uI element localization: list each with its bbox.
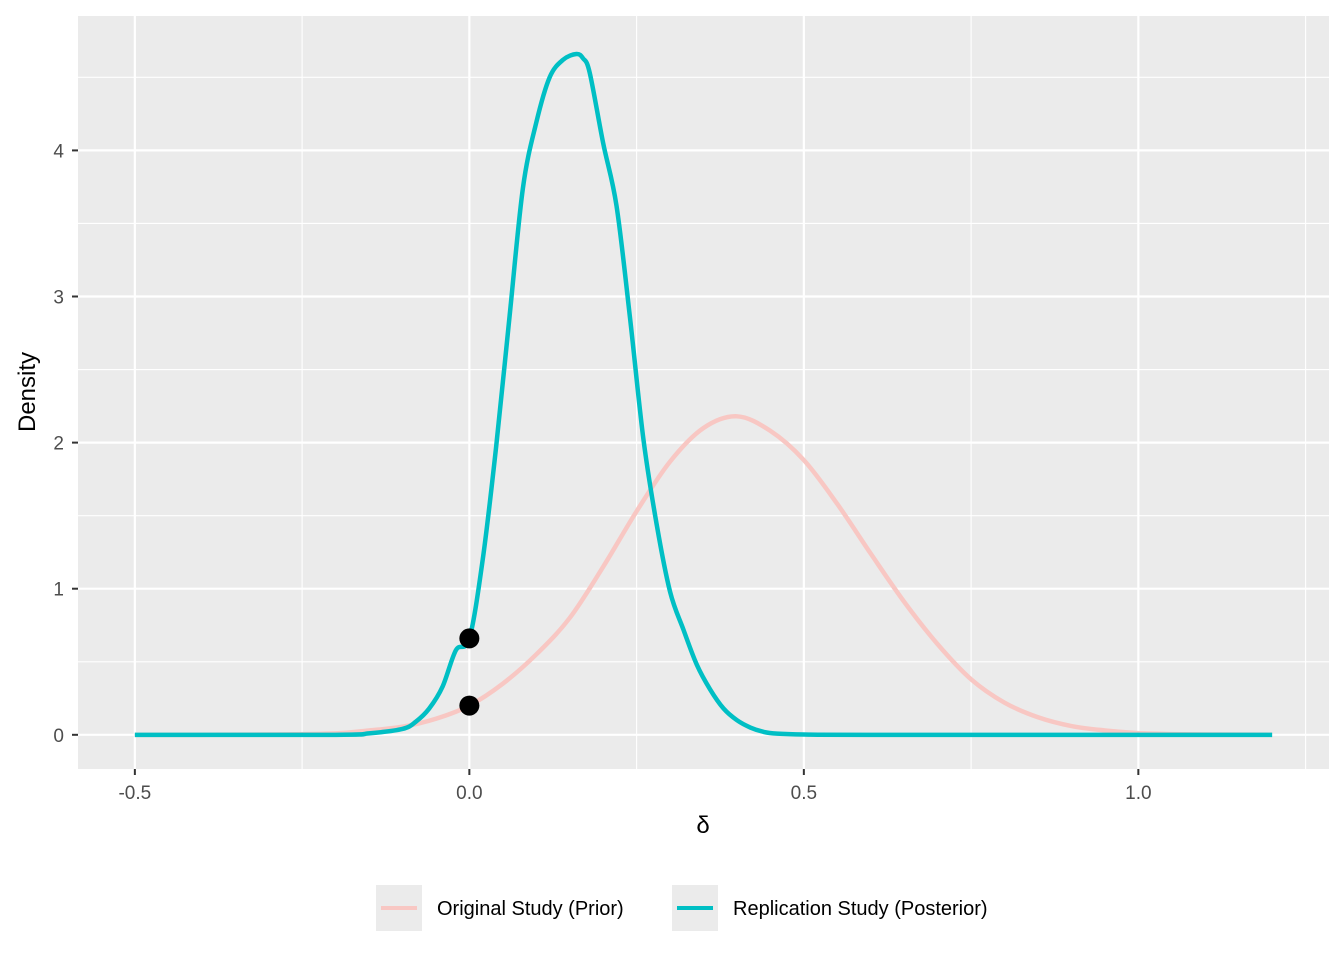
y-axis: 0 1 2 3 4	[53, 141, 78, 747]
x-tick-label-3: 1.0	[1125, 783, 1151, 804]
x-axis: -0.5 0.0 0.5 1.0	[118, 769, 1152, 804]
plot-panel	[78, 16, 1329, 769]
y-tick-label-1: 1	[53, 580, 64, 601]
highlight-point-0	[459, 628, 480, 649]
series-line-0	[134, 414, 1273, 738]
series-lines	[134, 51, 1273, 738]
y-tick-label-2: 2	[53, 434, 64, 455]
x-tick-label-2: 0.5	[791, 783, 817, 804]
legend-label-prior: Original Study (Prior)	[437, 898, 624, 920]
x-tick-label-0: -0.5	[118, 783, 151, 804]
x-tick-label-1: 0.0	[456, 783, 482, 804]
series-line-1	[134, 51, 1273, 738]
legend: Original Study (Prior) Replication Study…	[376, 885, 988, 931]
legend-label-posterior: Replication Study (Posterior)	[733, 898, 988, 920]
x-axis-title: δ	[696, 812, 709, 839]
y-axis-title: Density	[14, 352, 41, 432]
y-tick-label-0: 0	[53, 726, 64, 747]
y-tick-label-3: 3	[53, 288, 64, 309]
highlight-points	[459, 628, 480, 716]
y-tick-label-4: 4	[53, 141, 64, 162]
highlight-point-1	[459, 695, 480, 716]
minor-gridlines	[78, 16, 1329, 769]
